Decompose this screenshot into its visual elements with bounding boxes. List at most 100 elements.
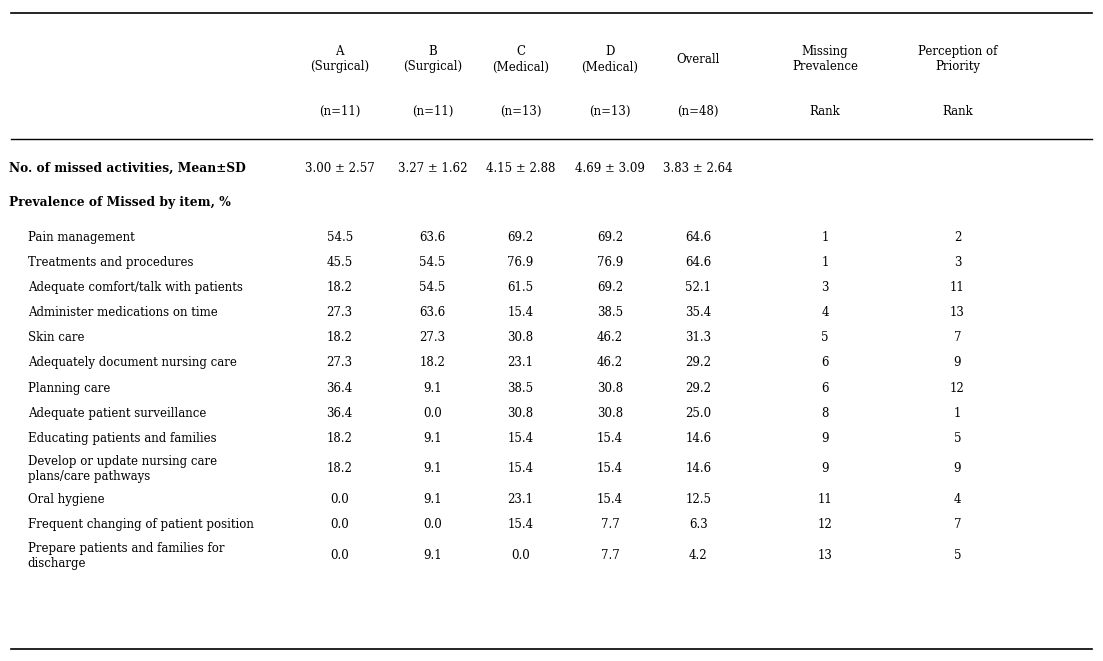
Text: 6: 6 [822, 381, 828, 395]
Text: 76.9: 76.9 [597, 256, 623, 269]
Text: No. of missed activities, Mean±SD: No. of missed activities, Mean±SD [9, 162, 246, 175]
Text: 3.27 ± 1.62: 3.27 ± 1.62 [397, 162, 468, 175]
Text: 15.4: 15.4 [507, 432, 534, 445]
Text: Rank: Rank [810, 104, 840, 118]
Text: 4: 4 [822, 306, 828, 319]
Text: D
(Medical): D (Medical) [581, 46, 639, 73]
Text: 36.4: 36.4 [326, 407, 353, 420]
Text: Adequate comfort/talk with patients: Adequate comfort/talk with patients [28, 281, 243, 294]
Text: 7.7: 7.7 [601, 549, 619, 562]
Text: 15.4: 15.4 [597, 432, 623, 445]
Text: 3.00 ± 2.57: 3.00 ± 2.57 [304, 162, 375, 175]
Text: 5: 5 [954, 549, 961, 562]
Text: 52.1: 52.1 [685, 281, 711, 294]
Text: 69.2: 69.2 [597, 231, 623, 244]
Text: 8: 8 [822, 407, 828, 420]
Text: 27.3: 27.3 [419, 331, 446, 344]
Text: 6: 6 [822, 356, 828, 369]
Text: 63.6: 63.6 [419, 231, 446, 244]
Text: 4.69 ± 3.09: 4.69 ± 3.09 [575, 162, 645, 175]
Text: (n=48): (n=48) [677, 104, 719, 118]
Text: 2: 2 [954, 231, 961, 244]
Text: 4.2: 4.2 [689, 549, 707, 562]
Text: 30.8: 30.8 [507, 407, 534, 420]
Text: (n=13): (n=13) [589, 104, 631, 118]
Text: 38.5: 38.5 [507, 381, 534, 395]
Text: 25.0: 25.0 [685, 407, 711, 420]
Text: (n=11): (n=11) [319, 104, 361, 118]
Text: 23.1: 23.1 [507, 493, 534, 506]
Text: 15.4: 15.4 [597, 463, 623, 475]
Text: 6.3: 6.3 [689, 518, 707, 531]
Text: C
(Medical): C (Medical) [492, 46, 549, 73]
Text: 76.9: 76.9 [507, 256, 534, 269]
Text: (n=13): (n=13) [500, 104, 542, 118]
Text: 18.2: 18.2 [419, 356, 446, 369]
Text: 18.2: 18.2 [326, 463, 353, 475]
Text: Overall: Overall [676, 53, 720, 66]
Text: Frequent changing of patient position: Frequent changing of patient position [28, 518, 254, 531]
Text: Treatments and procedures: Treatments and procedures [28, 256, 193, 269]
Text: 30.8: 30.8 [597, 381, 623, 395]
Text: Pain management: Pain management [28, 231, 135, 244]
Text: 3: 3 [954, 256, 961, 269]
Text: 3: 3 [822, 281, 828, 294]
Text: 69.2: 69.2 [507, 231, 534, 244]
Text: 45.5: 45.5 [326, 256, 353, 269]
Text: 9: 9 [822, 463, 828, 475]
Text: 9.1: 9.1 [424, 381, 441, 395]
Text: 0.0: 0.0 [424, 407, 441, 420]
Text: 38.5: 38.5 [597, 306, 623, 319]
Text: 9.1: 9.1 [424, 549, 441, 562]
Text: Perception of
Priority: Perception of Priority [918, 46, 997, 73]
Text: 30.8: 30.8 [597, 407, 623, 420]
Text: 15.4: 15.4 [507, 463, 534, 475]
Text: 54.5: 54.5 [419, 256, 446, 269]
Text: 13: 13 [950, 306, 965, 319]
Text: 46.2: 46.2 [597, 331, 623, 344]
Text: 69.2: 69.2 [597, 281, 623, 294]
Text: 7.7: 7.7 [601, 518, 619, 531]
Text: Planning care: Planning care [28, 381, 110, 395]
Text: 9: 9 [822, 432, 828, 445]
Text: 0.0: 0.0 [512, 549, 529, 562]
Text: Develop or update nursing care
plans/care pathways: Develop or update nursing care plans/car… [28, 455, 216, 483]
Text: 11: 11 [950, 281, 965, 294]
Text: 0.0: 0.0 [331, 518, 349, 531]
Text: 35.4: 35.4 [685, 306, 711, 319]
Text: 5: 5 [954, 432, 961, 445]
Text: 9.1: 9.1 [424, 493, 441, 506]
Text: 9.1: 9.1 [424, 432, 441, 445]
Text: 9: 9 [954, 356, 961, 369]
Text: 27.3: 27.3 [326, 306, 353, 319]
Text: 11: 11 [817, 493, 833, 506]
Text: 46.2: 46.2 [597, 356, 623, 369]
Text: Administer medications on time: Administer medications on time [28, 306, 217, 319]
Text: Prepare patients and families for
discharge: Prepare patients and families for discha… [28, 541, 224, 570]
Text: Rank: Rank [942, 104, 973, 118]
Text: 18.2: 18.2 [326, 331, 353, 344]
Text: 4: 4 [954, 493, 961, 506]
Text: 0.0: 0.0 [331, 493, 349, 506]
Text: 12: 12 [817, 518, 833, 531]
Text: 12: 12 [950, 381, 965, 395]
Text: 31.3: 31.3 [685, 331, 711, 344]
Text: (n=11): (n=11) [411, 104, 453, 118]
Text: 5: 5 [822, 331, 828, 344]
Text: 12.5: 12.5 [685, 493, 711, 506]
Text: 29.2: 29.2 [685, 381, 711, 395]
Text: 18.2: 18.2 [326, 432, 353, 445]
Text: 0.0: 0.0 [424, 518, 441, 531]
Text: Skin care: Skin care [28, 331, 84, 344]
Text: 63.6: 63.6 [419, 306, 446, 319]
Text: Oral hygiene: Oral hygiene [28, 493, 104, 506]
Text: 7: 7 [954, 518, 961, 531]
Text: Educating patients and families: Educating patients and families [28, 432, 216, 445]
Text: 27.3: 27.3 [326, 356, 353, 369]
Text: 4.15 ± 2.88: 4.15 ± 2.88 [486, 162, 555, 175]
Text: 15.4: 15.4 [597, 493, 623, 506]
Text: Prevalence of Missed by item, %: Prevalence of Missed by item, % [9, 196, 231, 210]
Text: 9: 9 [954, 463, 961, 475]
Text: 36.4: 36.4 [326, 381, 353, 395]
Text: 54.5: 54.5 [326, 231, 353, 244]
